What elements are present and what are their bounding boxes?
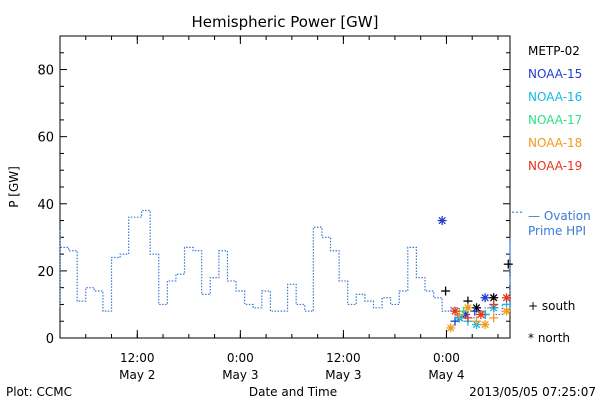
y-axis-label: P [GW] — [7, 166, 21, 208]
marker-stroke — [451, 307, 459, 315]
legend-south-marker: + south — [528, 299, 575, 313]
metp-02-south-point — [441, 286, 451, 296]
marker-stroke — [489, 294, 498, 302]
y-tick-label: 60 — [37, 131, 54, 146]
noaa-19-north-point — [476, 310, 486, 320]
noaa-15-north-point — [437, 216, 447, 226]
legend-item-noaa-17: NOAA-17 — [528, 113, 582, 127]
x-tick-time-label: 12:00 — [326, 351, 361, 365]
legend-ovation-line1: — Ovation — [528, 209, 591, 223]
legend-item-metp-02: METP-02 — [528, 44, 580, 58]
marker-stroke — [461, 310, 470, 319]
x-tick-time-label: 0:00 — [433, 351, 460, 365]
noaa-18-north-point — [480, 320, 490, 330]
y-tick-label: 40 — [37, 198, 54, 213]
ovation-prime-hpi-line — [59, 209, 522, 319]
marker-stroke — [502, 294, 511, 302]
noaa-19-south-point — [489, 299, 499, 309]
legend-item-noaa-19: NOAA-19 — [528, 159, 582, 173]
x-tick-date-label: May 3 — [222, 368, 258, 382]
plot-frame — [59, 35, 511, 339]
y-axis-ticks: 0 20 40 60 80 — [37, 35, 510, 347]
noaa-18-north-point — [463, 303, 473, 313]
x-axis-label: Date and Time — [249, 385, 337, 399]
metp-02-south-point — [503, 259, 513, 269]
noaa-15-north-point — [480, 293, 490, 303]
x-tick-date-label: May 2 — [119, 368, 155, 382]
legend-item-noaa-16: NOAA-16 — [528, 90, 582, 104]
marker-stroke — [447, 324, 455, 332]
legend: METP-02 NOAA-15 NOAA-16 NOAA-17 NOAA-18 … — [528, 44, 591, 345]
ovation-step-path — [59, 209, 511, 319]
y-tick-label: 20 — [37, 265, 54, 280]
legend-item-noaa-15: NOAA-15 — [528, 67, 582, 81]
plot-area — [59, 35, 511, 339]
noaa-18-north-point — [502, 306, 512, 316]
legend-ovation-line2: Prime HPI — [528, 224, 586, 238]
marker-stroke — [438, 216, 446, 225]
noaa-19-north-point — [502, 293, 512, 303]
plot-timestamp: 2013/05/05 07:25:07 — [469, 385, 596, 399]
marker-stroke — [477, 310, 485, 319]
marker-stroke — [502, 307, 511, 315]
plot-credit: Plot: CCMC — [6, 385, 72, 399]
x-tick-date-label: May 4 — [428, 368, 464, 382]
satellite-scatter-layer — [437, 216, 513, 333]
y-tick-label: 80 — [37, 64, 54, 79]
x-tick-time-label: 12:00 — [120, 351, 155, 365]
marker-stroke — [464, 304, 472, 312]
y-tick-label: 0 — [46, 332, 54, 347]
x-tick-time-label: 0:00 — [227, 351, 254, 365]
marker-stroke — [481, 320, 489, 329]
legend-item-noaa-18: NOAA-18 — [528, 136, 582, 150]
chart-title: Hemispheric Power [GW] — [192, 13, 379, 31]
legend-north-marker: * north — [528, 331, 570, 345]
x-axis-ticks: 12:00 May 2 0:00 May 3 12:00 May 3 0:00 May 4 — [85, 36, 499, 382]
noaa-18-south-point — [489, 313, 499, 323]
x-tick-date-label: May 3 — [325, 368, 361, 382]
noaa-19-south-point — [463, 313, 473, 323]
noaa-18-south-point — [472, 316, 482, 326]
marker-stroke — [481, 294, 489, 302]
noaa-19-north-point — [450, 306, 460, 316]
noaa-18-north-point — [446, 323, 456, 333]
